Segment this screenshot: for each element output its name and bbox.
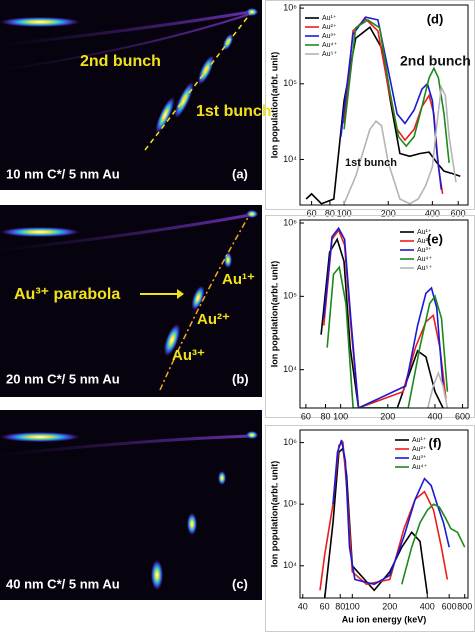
legend-label: Au²⁺ xyxy=(412,446,427,453)
y-axis-label: Ion population(arbt. unit) xyxy=(269,261,279,367)
annotation: 1st bunch xyxy=(196,103,272,120)
image-caption: 20 nm C*/ 5 nm Au xyxy=(6,371,120,386)
panel-label: (f) xyxy=(429,435,442,450)
x-tick-label: 600 xyxy=(442,601,457,611)
legend-label: Au⁴⁺ xyxy=(412,464,428,471)
annotation: Au¹⁺ xyxy=(222,271,255,288)
x-tick-label: 200 xyxy=(382,601,397,611)
x-tick-label: 100 xyxy=(345,601,360,611)
x-tick-label: 400 xyxy=(425,208,440,218)
legend-label: Au²⁺ xyxy=(322,24,337,31)
legend-label: Au³⁺ xyxy=(322,33,337,40)
x-tick-label: 80 xyxy=(335,601,345,611)
panel-label: (a) xyxy=(232,166,248,181)
series-line xyxy=(323,446,429,598)
x-axis-label: Au ion energy (keV) xyxy=(342,614,427,624)
image-caption: 10 nm C*/ 5 nm Au xyxy=(6,166,120,181)
legend-label: Au⁴⁺ xyxy=(417,256,433,263)
y-axis-label: Ion population(arbt. unit) xyxy=(269,461,279,567)
annotation: 2nd bunch xyxy=(400,53,471,69)
y-tick-label: 10⁵ xyxy=(283,78,297,88)
x-tick-label: 80 xyxy=(325,208,335,218)
x-tick-label: 60 xyxy=(320,601,330,611)
annotation: Au³⁺ xyxy=(172,347,205,364)
x-tick-label: 200 xyxy=(380,411,395,421)
panel-label: (d) xyxy=(427,11,444,26)
annotation: Au²⁺ xyxy=(197,311,230,328)
x-tick-label: 60 xyxy=(307,208,317,218)
y-tick-label: 10⁴ xyxy=(283,560,297,570)
x-tick-label: 400 xyxy=(427,411,442,421)
panel-label: (e) xyxy=(427,231,443,246)
plot-frame xyxy=(299,4,469,206)
legend-label: Au³⁺ xyxy=(417,247,432,254)
y-tick-label: 10⁵ xyxy=(283,499,297,509)
plot-frame xyxy=(299,429,469,599)
y-axis-label: Ion population(arbt. unit) xyxy=(269,52,279,158)
annotation: 2nd bunch xyxy=(80,53,161,70)
series-line xyxy=(326,265,449,408)
y-tick-label: 10⁴ xyxy=(283,364,297,374)
series-line xyxy=(343,84,457,205)
series-line xyxy=(320,237,444,408)
plot-frame xyxy=(299,219,469,409)
image-caption: 40 nm C*/ 5 nm Au xyxy=(6,576,120,591)
legend-label: Au¹⁺ xyxy=(417,229,432,236)
legend-label: Au¹⁺ xyxy=(322,15,337,22)
legend-label: Au³⁺ xyxy=(412,455,427,462)
image-b xyxy=(0,205,262,397)
x-tick-label: 600 xyxy=(451,208,466,218)
panel-label: (c) xyxy=(232,576,248,591)
x-tick-label: 100 xyxy=(333,411,348,421)
y-tick-label: 10⁶ xyxy=(283,217,297,227)
panel-label: (b) xyxy=(232,371,249,386)
y-tick-label: 10⁶ xyxy=(283,437,297,447)
x-tick-label: 200 xyxy=(381,208,396,218)
x-tick-label: 600 xyxy=(455,411,470,421)
y-tick-label: 10⁶ xyxy=(283,3,297,13)
image-a xyxy=(0,0,262,190)
legend-label: Au⁴⁺ xyxy=(322,42,338,49)
legend-label: Au¹⁺ xyxy=(412,437,427,444)
series-line xyxy=(332,439,450,586)
x-tick-label: 40 xyxy=(298,601,308,611)
series-line xyxy=(401,503,466,585)
x-tick-label: 80 xyxy=(320,411,330,421)
annotation: 1st bunch xyxy=(345,157,397,169)
x-tick-label: 60 xyxy=(301,411,311,421)
x-tick-label: 800 xyxy=(457,601,472,611)
series-line xyxy=(323,228,447,408)
series-line xyxy=(343,18,450,163)
image-c xyxy=(0,410,262,600)
y-tick-label: 10⁴ xyxy=(283,154,297,164)
legend-label: Au⁵⁺ xyxy=(417,265,432,272)
series-line xyxy=(319,441,449,591)
annotation: Au³⁺ parabola xyxy=(14,286,120,303)
series-line xyxy=(323,226,444,408)
series-line xyxy=(427,370,449,408)
legend-label: Au²⁺ xyxy=(417,238,432,245)
series-line xyxy=(340,16,443,190)
legend-label: Au⁵⁺ xyxy=(322,51,337,58)
y-tick-label: 10⁵ xyxy=(283,291,297,301)
series-line xyxy=(305,26,461,205)
x-tick-label: 100 xyxy=(337,208,352,218)
x-tick-label: 400 xyxy=(420,601,435,611)
